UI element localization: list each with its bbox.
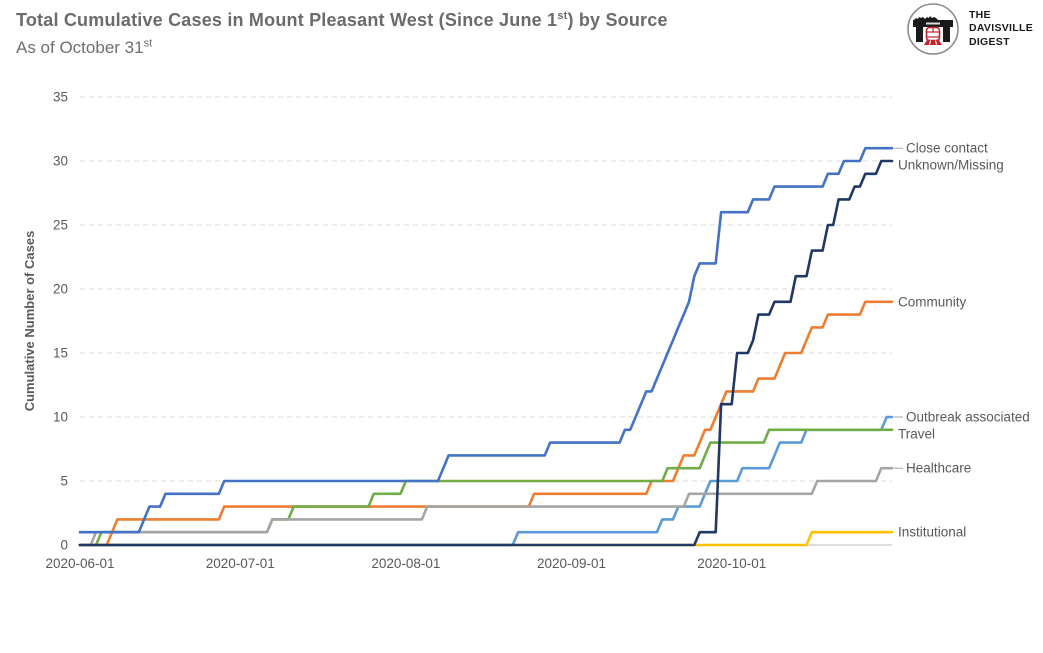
y-tick-label-30: 30 [53, 154, 68, 169]
logo-text-line3: DIGEST [968, 35, 1010, 48]
series-line-unknown-missing [78, 159, 894, 547]
y-tick-label-35: 35 [53, 90, 68, 105]
series-end-label-outbreak-associated: Outbreak associated [906, 410, 1030, 425]
x-tick-label-2020-06-01: 2020-06-01 [45, 556, 114, 571]
logo-text-line1: THE [968, 8, 991, 21]
x-tick-label-2020-07-01: 2020-07-01 [206, 556, 275, 571]
chart-subtitle: As of October 31st [16, 37, 153, 57]
y-tick-label-20: 20 [53, 282, 68, 297]
x-tick-label-2020-08-01: 2020-08-01 [371, 556, 440, 571]
title-superscript: st [557, 10, 568, 22]
series-end-label-community: Community [898, 294, 967, 309]
chart-title: Total Cumulative Cases in Mount Pleasant… [16, 10, 668, 30]
y-tick-label-5: 5 [60, 474, 68, 489]
y-tick-label-25: 25 [53, 218, 68, 233]
x-tick-label-2020-09-01: 2020-09-01 [537, 556, 606, 571]
subtitle-superscript: st [143, 37, 153, 50]
logo-text-line2: DAVISVILLE [968, 22, 1033, 35]
y-tick-label-10: 10 [53, 410, 68, 425]
series-end-label-close-contact: Close contact [906, 141, 988, 156]
y-tick-label-15: 15 [53, 346, 68, 361]
x-tick-label-2020-10-01: 2020-10-01 [697, 556, 766, 571]
logo-text: THE DAVISVILLE DIGEST [969, 9, 1033, 50]
series-line-community [78, 300, 894, 547]
series-end-label-healthcare: Healthcare [906, 461, 971, 476]
series-end-label-travel: Travel [898, 427, 935, 442]
series-line-close-contact [78, 146, 894, 534]
davisville-digest-logo: THE DAVISVILLE DIGEST [905, 0, 1033, 58]
bridge-streetcar-icon [907, 3, 959, 55]
series-line-institutional [78, 530, 894, 547]
series-end-label-institutional: Institutional [898, 525, 966, 540]
y-axis-title: Cumulative Number of Cases [22, 231, 37, 412]
series-end-label-unknown-missing: Unknown/Missing [898, 158, 1004, 173]
y-tick-label-0: 0 [60, 538, 68, 553]
series-line-outbreak-associated [78, 415, 894, 547]
chart-header: Total Cumulative Cases in Mount Pleasant… [16, 10, 1027, 58]
series-line-travel [78, 428, 894, 547]
